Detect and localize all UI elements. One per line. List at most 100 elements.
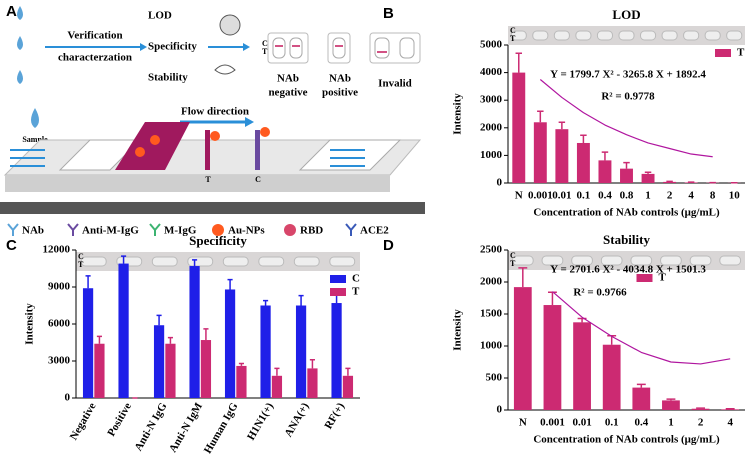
flow-label: Flow direction bbox=[181, 106, 249, 118]
strip-window bbox=[719, 255, 742, 266]
annotation: Y = 1799.7 X² - 3265.8 X + 1892.4 bbox=[550, 69, 706, 81]
bar bbox=[153, 325, 165, 398]
x-tick-label: Positive bbox=[105, 401, 134, 439]
error-bar bbox=[725, 407, 735, 410]
bar bbox=[555, 129, 569, 183]
y-tick-label: 500 bbox=[486, 372, 503, 384]
chart-title: Stability bbox=[603, 232, 650, 247]
x-tick-label: Human IgG bbox=[202, 400, 241, 454]
error-bar bbox=[263, 299, 269, 306]
strip-label: C bbox=[510, 26, 516, 35]
error-bar bbox=[238, 362, 244, 366]
result-label: NAb bbox=[329, 73, 351, 85]
error-bar bbox=[227, 278, 233, 290]
strip-label: C bbox=[78, 252, 84, 261]
y-tick-label: 1500 bbox=[480, 308, 503, 320]
y-tick-label: 2000 bbox=[480, 121, 503, 133]
bar bbox=[165, 343, 176, 398]
x-tick-label: ANA(+) bbox=[282, 400, 311, 439]
x-tick-label: Anti-N IgG bbox=[132, 400, 169, 453]
strip-window bbox=[222, 256, 249, 267]
strip-window bbox=[541, 255, 564, 266]
bar bbox=[662, 400, 680, 410]
error-bar bbox=[666, 398, 676, 401]
strip-window bbox=[187, 256, 214, 267]
x-axis-label: Concentration of NAb controls (μg/mL) bbox=[533, 207, 720, 219]
bar bbox=[513, 287, 532, 410]
x-tick-label: 0.001 bbox=[528, 190, 553, 202]
cassettes bbox=[267, 32, 421, 64]
panel-letter: D bbox=[383, 237, 394, 254]
arrow-label: characterzation bbox=[58, 52, 132, 64]
cassette-line: T bbox=[262, 47, 268, 56]
error-bar bbox=[298, 294, 304, 306]
annotation: R² = 0.9766 bbox=[573, 287, 627, 299]
panel-letter: A bbox=[6, 3, 17, 20]
bar bbox=[691, 408, 710, 410]
strip-window bbox=[511, 255, 534, 266]
legend-label: T bbox=[352, 286, 360, 298]
x-tick-label: Negative bbox=[68, 401, 99, 443]
error-bar bbox=[636, 383, 646, 388]
legend-label: T bbox=[659, 272, 667, 284]
error-bar bbox=[696, 407, 706, 409]
error-bar bbox=[537, 110, 544, 123]
error-bar bbox=[666, 180, 673, 183]
bar bbox=[271, 375, 283, 398]
legend-label: C bbox=[352, 273, 360, 285]
y-tick-label: 6000 bbox=[48, 318, 71, 330]
error-bar bbox=[644, 171, 652, 174]
chart-title: LOD bbox=[612, 7, 640, 22]
legend-swatch bbox=[636, 274, 653, 282]
error-bar bbox=[518, 267, 528, 288]
y-axis-label: Intensity bbox=[24, 303, 36, 345]
y-tick-label: 2500 bbox=[480, 244, 503, 256]
bar bbox=[82, 288, 94, 398]
strip-window bbox=[704, 30, 721, 41]
x-tick-label: H1N1(+) bbox=[245, 400, 276, 442]
strip-window bbox=[640, 30, 657, 41]
strip-window bbox=[660, 255, 682, 266]
strip-label: C bbox=[510, 251, 516, 260]
bar bbox=[598, 160, 612, 183]
bar bbox=[533, 122, 547, 183]
error-bar bbox=[515, 52, 523, 73]
y-tick-label: 0 bbox=[497, 404, 503, 416]
bar bbox=[632, 387, 651, 410]
x-tick-label: N bbox=[519, 417, 527, 429]
bar bbox=[118, 263, 129, 398]
legend-swatch bbox=[330, 275, 346, 283]
y-tick-label: 0 bbox=[65, 392, 71, 404]
sample-label: Sample bbox=[22, 135, 48, 144]
x-tick-label: 0.01 bbox=[572, 417, 591, 429]
arrowhead bbox=[140, 43, 147, 51]
strip-window bbox=[596, 30, 613, 41]
error-bar bbox=[345, 367, 351, 376]
strip-window bbox=[683, 30, 700, 41]
arrowhead bbox=[245, 117, 254, 127]
bar bbox=[512, 72, 526, 183]
x-tick-label: 0.01 bbox=[552, 190, 571, 202]
x-tick-label: 10 bbox=[729, 190, 741, 202]
strip-window bbox=[532, 30, 549, 41]
y-tick-label: 2000 bbox=[480, 276, 503, 288]
legend-label: Anti-M-IgG bbox=[82, 225, 139, 237]
bar bbox=[94, 343, 105, 398]
error-bar bbox=[121, 255, 127, 264]
legend-icons bbox=[7, 223, 357, 236]
bar bbox=[295, 305, 307, 398]
error-bar bbox=[192, 259, 198, 267]
bar bbox=[260, 305, 271, 398]
error-bar bbox=[167, 336, 173, 344]
annotation: R² = 0.9778 bbox=[601, 91, 655, 103]
bar bbox=[236, 365, 247, 398]
bar bbox=[721, 409, 740, 410]
strip-window bbox=[661, 30, 678, 41]
strip-window bbox=[600, 255, 623, 266]
strip-label: T bbox=[510, 259, 516, 268]
strip-label: T bbox=[510, 34, 516, 43]
strip-line: T bbox=[205, 175, 211, 184]
strip-window bbox=[151, 256, 178, 267]
x-tick-label: 0.4 bbox=[598, 190, 612, 202]
